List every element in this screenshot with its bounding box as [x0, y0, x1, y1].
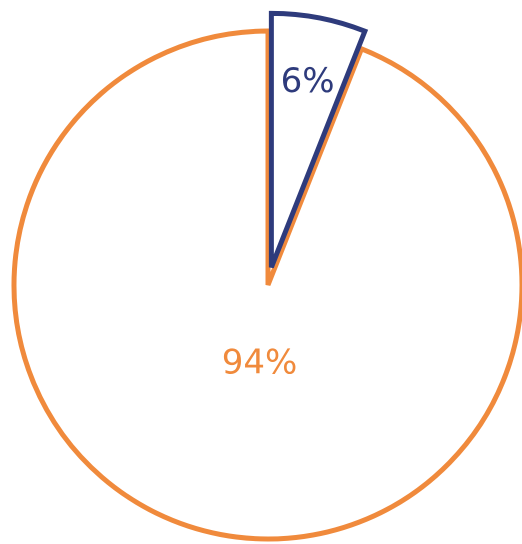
- slice-label-6: 6%: [281, 61, 335, 101]
- slice-label-94: 94%: [222, 343, 298, 383]
- pie-slice-6: [268, 10, 369, 269]
- pie-slice-94: [11, 28, 522, 542]
